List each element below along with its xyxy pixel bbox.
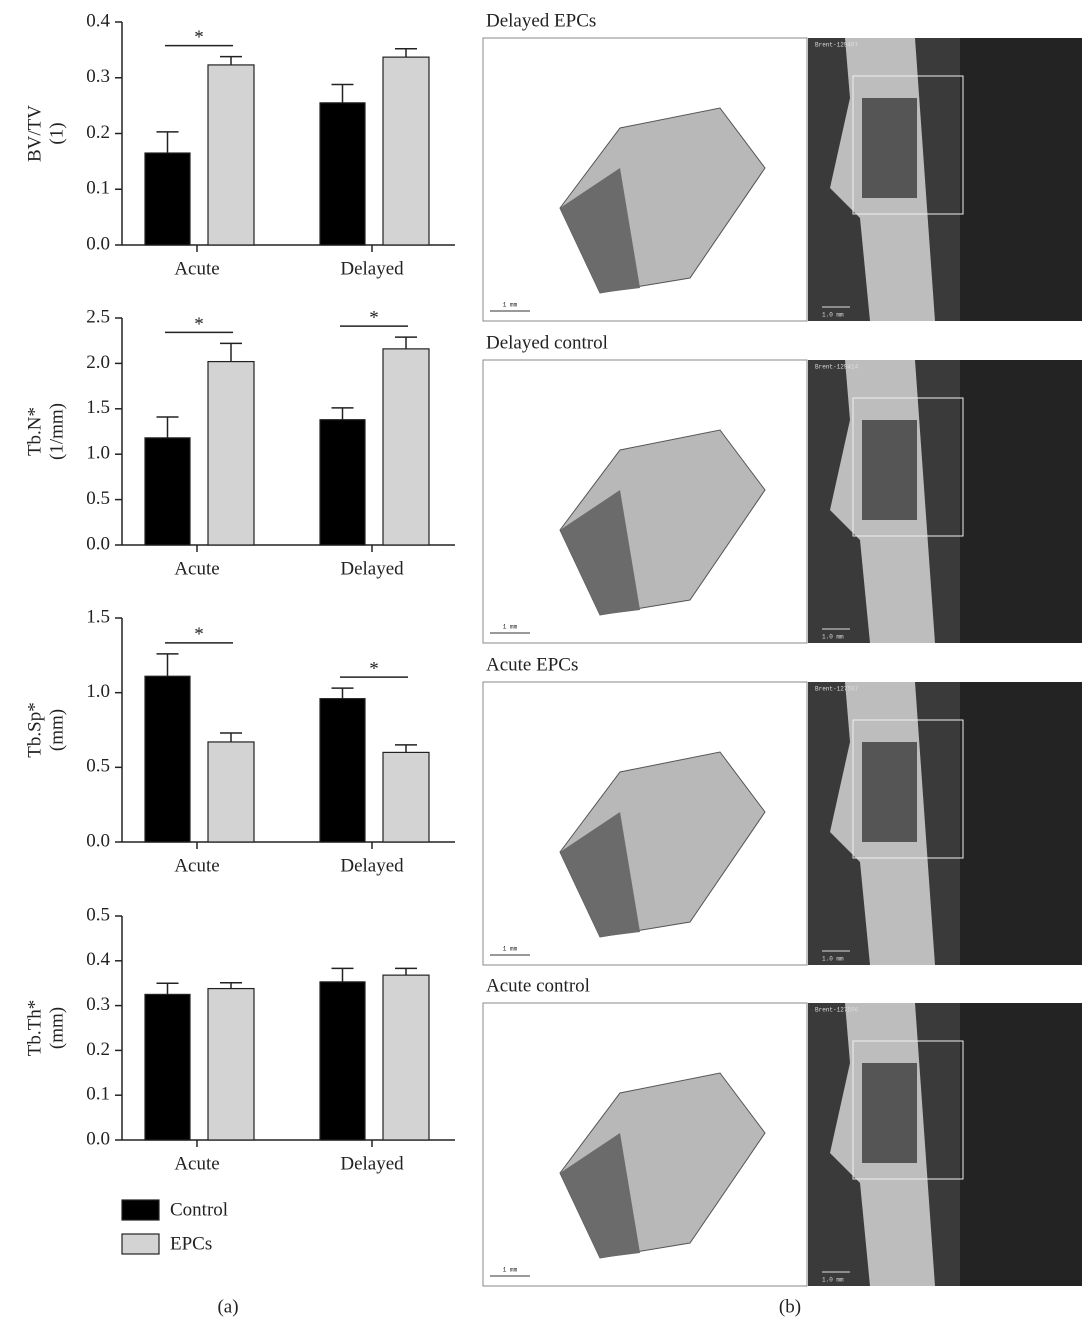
panel-label: (a) — [217, 1296, 238, 1317]
image-title: Acute EPCs — [486, 654, 578, 675]
x-tick-label: Acute — [174, 258, 219, 279]
image-title: Delayed EPCs — [486, 10, 596, 31]
y-tick-label: 0.3 — [86, 66, 110, 87]
figure: (a) (b) 0.0 0.1 0.2 0.3 0.4 BV/TV(1) Acute * Del… — [0, 0, 1082, 1322]
y-axis-label: (mm) — [46, 709, 67, 751]
bar — [320, 103, 365, 245]
scan-id: Brent-129414 — [815, 364, 859, 371]
y-axis-label: Tb.N* — [24, 407, 45, 456]
trabecular-region — [862, 742, 917, 842]
x-tick-label: Delayed — [340, 558, 404, 579]
scan-id: Brent-127597 — [815, 686, 859, 693]
x-tick-label: Delayed — [340, 258, 404, 279]
y-tick-label: 1.0 — [86, 681, 110, 702]
scan-id: Brent-129407 — [815, 42, 859, 49]
image-title: Delayed control — [486, 332, 608, 353]
y-tick-label: 0.5 — [86, 904, 110, 925]
bar — [145, 676, 190, 842]
bar — [208, 989, 254, 1140]
significance-label: * — [369, 659, 379, 680]
scale-label: 1 mm — [503, 1267, 518, 1274]
legend-swatch — [122, 1200, 159, 1220]
significance-label: * — [369, 307, 379, 328]
y-axis-label: BV/TV — [24, 105, 45, 162]
legend-swatch — [122, 1234, 159, 1254]
x-tick-label: Delayed — [340, 1153, 404, 1174]
scan-scale-label: 1.0 mm — [822, 312, 844, 319]
bar — [383, 752, 429, 842]
y-axis-label: (mm) — [46, 1007, 67, 1049]
bar — [320, 699, 365, 842]
trabecular-region — [862, 1063, 917, 1163]
scan-id: Brent-127596 — [815, 1007, 859, 1014]
significance-label: * — [194, 624, 204, 645]
y-tick-label: 1.0 — [86, 443, 110, 464]
y-tick-label: 0.5 — [86, 488, 110, 509]
y-axis-label: Tb.Th* — [24, 1000, 45, 1056]
x-tick-label: Acute — [174, 558, 219, 579]
bar — [208, 742, 254, 842]
y-tick-label: 0.2 — [86, 122, 110, 143]
image-title: Acute control — [486, 975, 590, 996]
y-tick-label: 0.0 — [86, 830, 110, 851]
scan-scale-label: 1.0 mm — [822, 1277, 844, 1284]
scan-scale-label: 1.0 mm — [822, 634, 844, 641]
y-tick-label: 0.0 — [86, 233, 110, 254]
y-axis-label: (1/mm) — [46, 403, 67, 460]
bar — [320, 420, 365, 545]
legend-label: EPCs — [170, 1233, 212, 1254]
bar — [145, 994, 190, 1140]
y-tick-label: 0.4 — [86, 10, 110, 31]
trabecular-region — [862, 420, 917, 520]
y-axis-label: (1) — [46, 122, 67, 144]
bar — [208, 65, 254, 245]
y-tick-label: 0.2 — [86, 1039, 110, 1060]
bar — [383, 57, 429, 245]
scale-label: 1 mm — [503, 946, 518, 953]
y-tick-label: 0.4 — [86, 949, 110, 970]
scan-scale-label: 1.0 mm — [822, 956, 844, 963]
bar — [320, 982, 365, 1140]
significance-label: * — [194, 27, 204, 48]
bar — [383, 975, 429, 1140]
y-tick-label: 0.3 — [86, 994, 110, 1015]
y-tick-label: 0.0 — [86, 533, 110, 554]
bar — [145, 438, 190, 545]
y-tick-label: 2.0 — [86, 352, 110, 373]
y-tick-label: 0.1 — [86, 1084, 110, 1105]
bar — [208, 362, 254, 545]
x-tick-label: Acute — [174, 855, 219, 876]
y-tick-label: 1.5 — [86, 397, 110, 418]
y-tick-label: 0.1 — [86, 178, 110, 199]
x-tick-label: Delayed — [340, 855, 404, 876]
y-tick-label: 0.0 — [86, 1128, 110, 1149]
x-tick-label: Acute — [174, 1153, 219, 1174]
bar — [145, 153, 190, 245]
y-tick-label: 0.5 — [86, 756, 110, 777]
y-tick-label: 2.5 — [86, 306, 110, 327]
y-axis-label: Tb.Sp* — [24, 702, 45, 757]
bar — [383, 349, 429, 545]
scale-label: 1 mm — [503, 624, 518, 631]
y-tick-label: 1.5 — [86, 606, 110, 627]
legend-label: Control — [170, 1199, 228, 1220]
scale-label: 1 mm — [503, 302, 518, 309]
panel-label: (b) — [779, 1296, 801, 1317]
significance-label: * — [194, 314, 204, 335]
trabecular-region — [862, 98, 917, 198]
